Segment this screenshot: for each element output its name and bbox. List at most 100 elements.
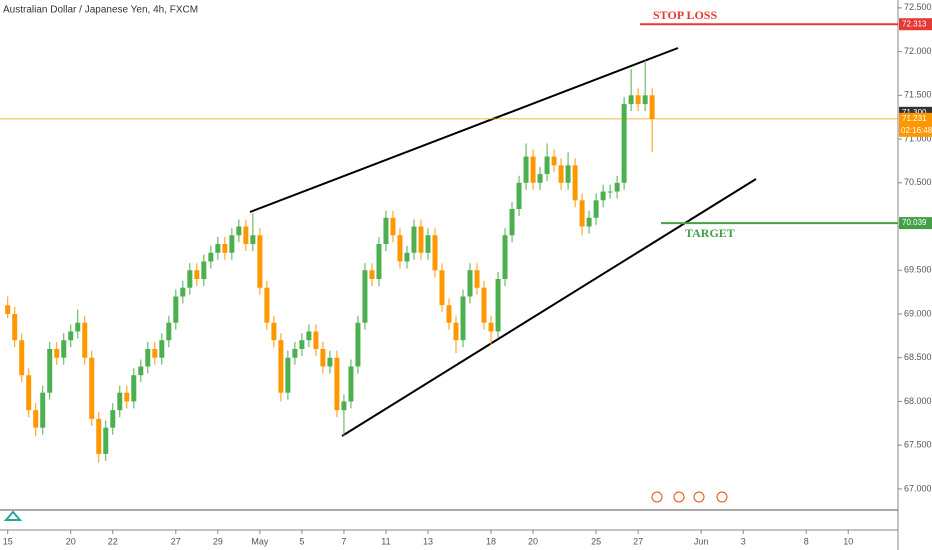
candle-body [271, 322, 277, 341]
candle-body [369, 270, 375, 279]
candle-body [334, 357, 340, 411]
candle-body [593, 200, 599, 218]
y-tick-label: 72.000 [904, 46, 932, 56]
candle-body [215, 244, 221, 253]
candle-body [145, 348, 151, 367]
candle-body [229, 235, 235, 253]
candle-body [572, 165, 578, 201]
price-badge-label: 71.300 [902, 108, 927, 117]
candle-body [621, 104, 627, 183]
y-tick-label: 69.000 [904, 308, 932, 318]
price-badge-label: 70.039 [902, 218, 927, 227]
x-tick-label: 7 [341, 536, 346, 546]
x-tick-label: 15 [3, 536, 13, 546]
candle-body [558, 165, 564, 183]
candle-body [397, 235, 403, 262]
event-icons [651, 491, 728, 503]
candle-body [26, 375, 32, 411]
chart-title: Australian Dollar / Japanese Yen, 4h, FX… [3, 5, 198, 16]
candle-body [439, 270, 445, 306]
candle-body [33, 410, 39, 428]
candle-body [376, 244, 382, 279]
candle-body [607, 191, 613, 193]
candle-body [152, 348, 158, 358]
candle-body [166, 322, 172, 341]
candle-body [47, 348, 53, 393]
candle-body [565, 165, 571, 183]
candle-body [495, 278, 501, 332]
candle-body [110, 410, 116, 428]
candle-body [285, 357, 291, 393]
candle-body [362, 270, 368, 323]
candle-body [103, 427, 109, 454]
candle-body [586, 217, 592, 227]
candle-body [89, 357, 95, 419]
candle-body [628, 95, 634, 105]
candle-body [516, 182, 522, 210]
candle-body [138, 366, 144, 376]
y-tick-label: 68.500 [904, 352, 932, 362]
y-tick-label: 71.500 [904, 90, 932, 100]
target-label: TARGET [685, 226, 735, 240]
candle-body [600, 191, 606, 201]
candle-body [180, 287, 186, 297]
candle-body [446, 305, 452, 323]
x-tick-label: 22 [108, 536, 118, 546]
candle-body [236, 226, 242, 236]
candle-body [250, 235, 256, 245]
candle-body [61, 340, 67, 358]
candle-body [579, 200, 585, 227]
candle-body [635, 95, 641, 105]
candle-body [425, 235, 431, 253]
candle-body [19, 340, 25, 376]
candle-body [474, 270, 480, 288]
x-tick-label: 18 [486, 536, 496, 546]
candle-body [614, 182, 620, 192]
y-tick-label: 71.000 [904, 133, 932, 143]
candle-body [390, 217, 396, 236]
candle-body [264, 287, 270, 323]
candle-body [75, 322, 81, 332]
candle-body [341, 401, 347, 411]
candle-body [187, 270, 193, 288]
candle-body [159, 340, 165, 358]
candle-body [131, 375, 137, 402]
candle-body [124, 392, 130, 402]
candle-body [222, 244, 228, 253]
price-badge [899, 217, 932, 230]
x-tick-label: 20 [66, 536, 76, 546]
x-tick-label: Jun [694, 536, 709, 546]
candle-body [523, 156, 529, 183]
candle-body [313, 331, 319, 349]
candle-body [201, 261, 207, 279]
y-tick-label: 68.000 [904, 396, 932, 406]
candle-body [306, 331, 312, 341]
candle-body [5, 305, 11, 314]
candle-body [418, 226, 424, 253]
x-tick-label: 20 [528, 536, 538, 546]
price-badge [899, 112, 932, 137]
candle-body [481, 287, 487, 323]
candle-body [488, 322, 494, 332]
y-tick-label: 72.500 [904, 2, 932, 12]
price-badge-label: 72.313 [902, 19, 927, 28]
candle-body [194, 270, 200, 279]
candle-body [432, 235, 438, 271]
x-tick-label: 27 [633, 536, 643, 546]
candle-body [54, 348, 60, 358]
candle-body [348, 366, 354, 402]
x-tick-label: 8 [804, 536, 809, 546]
y-tick-label: 67.000 [904, 483, 932, 493]
candle-body [292, 348, 298, 358]
x-tick-label: 3 [741, 536, 746, 546]
x-tick-label: May [251, 536, 269, 546]
y-tick-label: 67.500 [904, 440, 932, 450]
candle-body [278, 340, 284, 393]
candle-body [327, 357, 333, 367]
x-tick-label: 11 [381, 536, 390, 546]
candle-body [453, 322, 459, 341]
candle-body [383, 217, 389, 245]
candle-body [299, 340, 305, 349]
candle-body [257, 235, 263, 288]
